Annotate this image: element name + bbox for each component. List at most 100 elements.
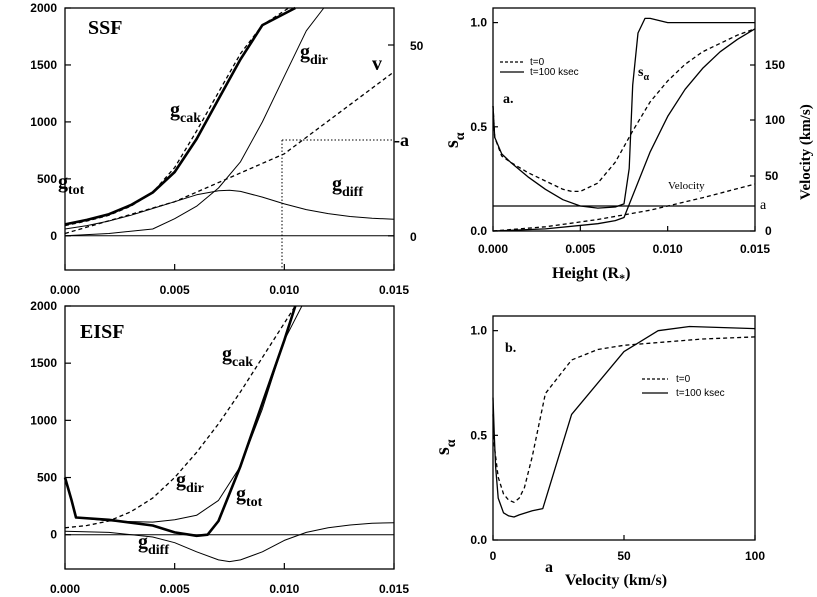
panel-a-curve-s-sub: α	[643, 72, 649, 83]
panel-a-series-velocity-t100	[492, 28, 756, 232]
ssf-xticks-label-1: 0.005	[160, 283, 190, 297]
pb-xticks-label-2: 100	[745, 549, 765, 563]
ssf-series-g_dir	[64, 7, 325, 237]
ssf-label-dir: gdir	[300, 41, 328, 68]
eisf-series-g_tot	[63, 305, 297, 538]
eisf-yticks-label-4: 2000	[30, 299, 57, 313]
panel-b-x-ticks: 0 50 100	[490, 535, 765, 563]
pa-y2ticks-label-3: 150	[765, 58, 785, 72]
eisf-frame	[64, 305, 395, 570]
ssf-y2ticks-label-0: 0	[410, 230, 417, 244]
panel-b-series-t=0	[492, 336, 756, 503]
ssf-x-ticks: 0.000 0.005 0.010 0.015	[50, 264, 409, 297]
pa-y2ticks-label-1: 50	[765, 169, 779, 183]
panel-b-series	[492, 325, 756, 518]
panel-a: a. t=0 t=100 ksec sα Velocity a Height (…	[441, 7, 814, 285]
panel-a-y-ticks: 0.0 0.5 1.0	[470, 16, 498, 238]
ssf-label-tot-g: g	[58, 171, 68, 193]
panel-a-legend-t0: t=0	[530, 57, 545, 68]
pa-xticks-label-1: 0.005	[565, 242, 595, 256]
panel-b-legend-t0: t=0	[676, 374, 691, 385]
ssf-yticks-label-3: 1500	[30, 58, 57, 72]
eisf-yticks-label-3: 1500	[30, 356, 57, 370]
panel-a-series-velocity-t0	[492, 183, 756, 232]
pa-y2ticks-label-0: 0	[765, 224, 772, 238]
panel-a-legend: t=0 t=100 ksec	[500, 57, 579, 78]
ssf-label-cak: gcak	[170, 99, 201, 126]
panel-a-xlabel-main: Height (R	[552, 265, 620, 282]
ssf-label-diff-sub: diff	[342, 185, 363, 200]
panel-b-legend-t100: t=100 ksec	[676, 388, 725, 399]
eisf-label-tot-sub: tot	[246, 495, 263, 510]
panel-a-legend-t100: t=100 ksec	[530, 67, 579, 78]
panel-a-series-t=100 ksec	[492, 17, 755, 209]
ssf-series-g_diff	[64, 189, 395, 230]
ssf-yticks-label-4: 2000	[30, 1, 57, 15]
panel-b: b. t=0 t=100 ksec Velocity (km/s) a sα 0…	[432, 315, 765, 589]
panel-b-ylabel: sα	[432, 439, 459, 455]
ssf-y2ticks-label-1: 50	[410, 39, 424, 53]
panel-b-y-ticks: 0.0 0.5 1.0	[470, 324, 498, 547]
panel-a-xlabel-sub: *	[619, 271, 625, 285]
panel-b-frame	[492, 315, 756, 541]
panel-b-series-t=100 ksec	[492, 325, 756, 518]
panel-b-xlabel: Velocity (km/s)	[565, 572, 667, 589]
eisf-y-ticks: 0 500 1000 1500 2000	[30, 299, 71, 542]
eisf-label-diff-g: g	[138, 531, 148, 553]
eisf-label-cak: gcak	[222, 343, 253, 370]
ssf-label-dir-g: g	[300, 41, 310, 63]
ssf-series-g_tot	[64, 6, 296, 226]
pb-yticks-label-0: 0.0	[470, 533, 487, 547]
panel-a-xlabel-end: )	[625, 265, 630, 282]
panel-a-x-ticks: 0.000 0.005 0.010 0.015	[478, 226, 770, 256]
eisf-label-cak-sub: cak	[232, 355, 253, 370]
eisf-yticks-label-2: 1000	[30, 413, 57, 427]
eisf-series-g_cak	[64, 305, 296, 529]
panel-a-frame	[492, 7, 756, 232]
panel-a-ylabel: sα	[441, 132, 468, 148]
panel-a-curve-s: s	[638, 65, 644, 80]
panel-a-ylabel-s: s	[441, 140, 463, 148]
ssf-frame	[64, 7, 395, 271]
ssf-label-diff: gdiff	[332, 173, 363, 200]
eisf-label-dir-g: g	[176, 469, 186, 491]
panel-b-ylabel-sub: α	[444, 439, 459, 447]
eisf-xticks-label-0: 0.000	[50, 582, 80, 596]
pb-xticks-label-0: 0	[490, 549, 497, 563]
ssf-panel: SSF gcak gdir gtot gdiff v -a 0500100015…	[30, 1, 423, 297]
eisf-title: EISF	[80, 321, 124, 343]
ssf-series	[64, 6, 395, 237]
eisf-series	[63, 305, 395, 563]
eisf-x-ticks: 0.000 0.005 0.010 0.015	[50, 563, 409, 596]
ssf-y-ticks: 0 500 1000 1500 2000	[30, 1, 71, 243]
eisf-label-diff-sub: diff	[148, 543, 169, 558]
panel-a-ylabel-sub: α	[453, 132, 468, 140]
ssf-series-g_cak	[64, 7, 290, 227]
eisf-series-g_diff	[64, 522, 395, 563]
panel-a-curve-velocity: Velocity	[668, 180, 705, 192]
eisf-label-dir: gdir	[176, 469, 204, 496]
pb-yticks-label-2: 1.0	[470, 324, 487, 338]
ssf-y2-ticks: 0 50	[388, 39, 424, 244]
panel-a-y2-ticks: 0 50 100 150	[750, 58, 785, 238]
ssf-label-v: v	[372, 53, 382, 75]
panel-a-xlabel: Height (R*)	[552, 265, 630, 285]
ssf-xticks-label-3: 0.015	[379, 283, 409, 297]
eisf-xticks-label-2: 0.010	[269, 582, 299, 596]
ssf-label-tot-sub: tot	[68, 183, 85, 198]
pa-y2ticks-label-2: 100	[765, 113, 785, 127]
panel-a-y2label: Velocity (km/s)	[798, 104, 814, 200]
eisf-label-dir-sub: dir	[186, 481, 204, 496]
ssf-yticks-label-0: 0	[50, 229, 57, 243]
eisf-label-tot: gtot	[236, 483, 263, 510]
ssf-label-tot: gtot	[58, 171, 85, 198]
ssf-label-dir-sub: dir	[310, 53, 328, 68]
ssf-title: SSF	[88, 17, 122, 39]
ssf-yticks-label-1: 500	[37, 172, 57, 186]
pb-xticks-label-1: 50	[617, 549, 631, 563]
panel-a-series-t=0	[492, 28, 756, 193]
eisf-label-diff: gdiff	[138, 531, 169, 558]
ssf-xticks-label-0: 0.000	[50, 283, 80, 297]
ssf-yticks-label-2: 1000	[30, 115, 57, 129]
